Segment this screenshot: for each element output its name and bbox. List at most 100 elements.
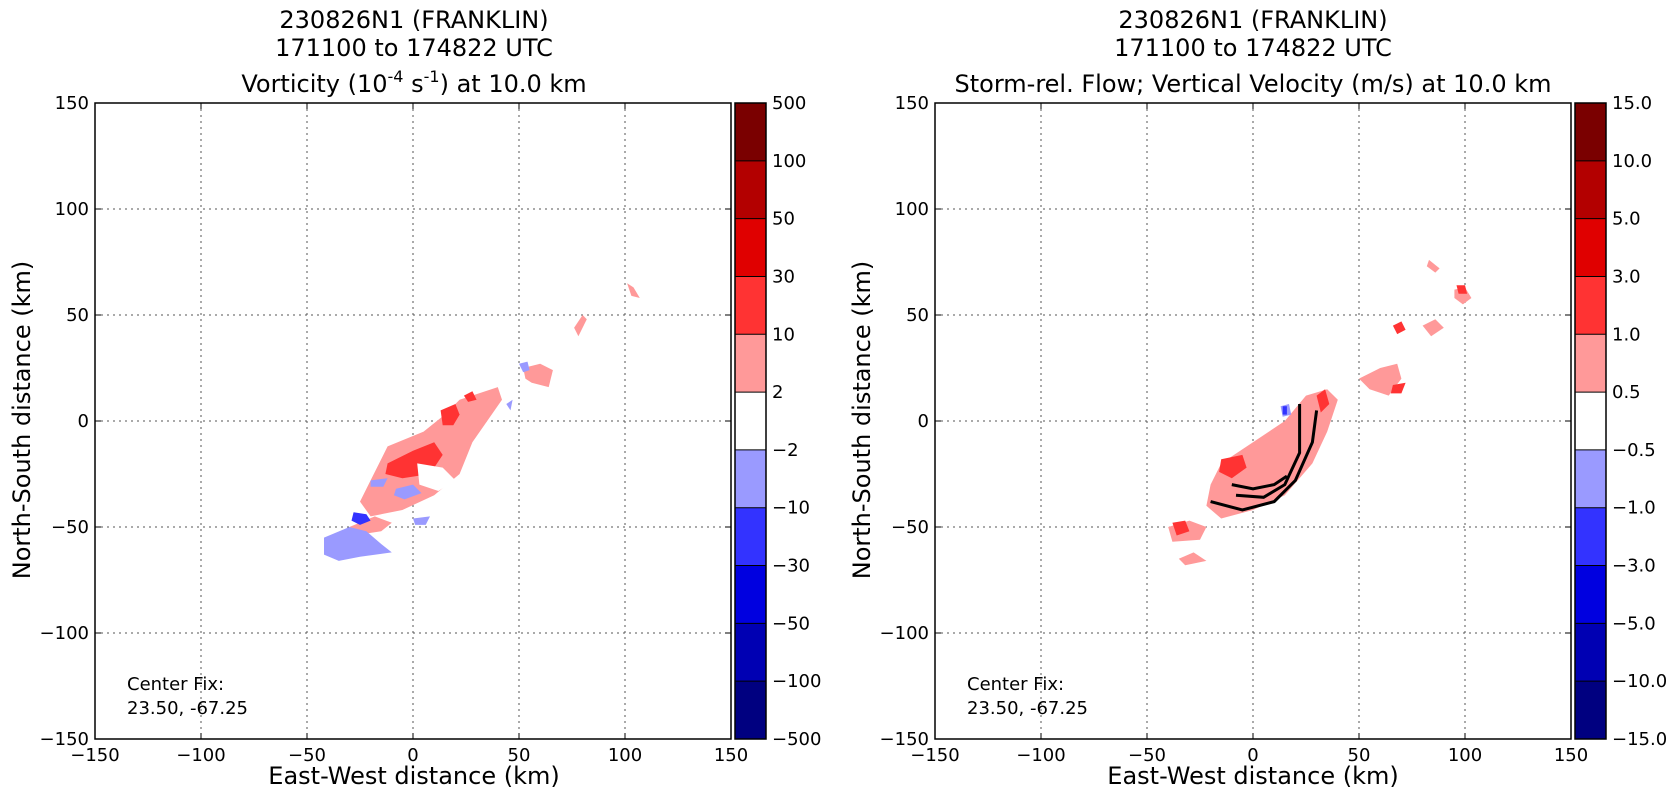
vorticity-panel: 230826N1 (FRANKLIN) 171100 to 174822 UTC… bbox=[8, 6, 821, 790]
panel1-colorbar-swatch bbox=[735, 507, 766, 566]
panel1-contour-region bbox=[324, 527, 392, 561]
panel1-contour-region bbox=[463, 391, 477, 402]
panel1-x-tick-label: 150 bbox=[714, 745, 748, 766]
panel1-x-tick-label: 50 bbox=[508, 745, 531, 766]
panel1-contour-region bbox=[523, 363, 553, 388]
panel2-x-tick-label: −100 bbox=[1016, 745, 1065, 766]
panel2-contour-region bbox=[1359, 363, 1402, 396]
panel2-colorbar-swatch bbox=[1575, 623, 1606, 682]
panel1-y-tick-label: 100 bbox=[55, 199, 89, 220]
panel2-colorbar-swatch bbox=[1575, 334, 1606, 393]
panel1-contour-region bbox=[627, 283, 640, 298]
panel2-x-tick-label: 150 bbox=[1554, 745, 1588, 766]
panel1-y-tick-label: 0 bbox=[78, 411, 89, 432]
panel1-colorbar-tick-label: 30 bbox=[772, 266, 795, 287]
panel2-colorbar-tick-label: −1.0 bbox=[1612, 498, 1656, 519]
panel2-colorbar-tick-label: 1.0 bbox=[1612, 324, 1641, 345]
panel2-colorbar-frame bbox=[1574, 102, 1607, 740]
panel1-colorbar-tick-label: −50 bbox=[772, 613, 810, 634]
panel2-contour-region bbox=[1426, 259, 1440, 273]
panel1-x-axis-label: East-West distance (km) bbox=[268, 762, 559, 790]
panel2-x-axis-label: East-West distance (km) bbox=[1107, 762, 1398, 790]
panel2-colorbar-tick-label: 5.0 bbox=[1612, 209, 1641, 230]
panel2-colorbar-swatch bbox=[1575, 507, 1606, 566]
panel2-colorbar-swatch bbox=[1575, 103, 1606, 161]
panel2-colorbar: 15.0 10.0 5.0 3.0 1.0 0.5 −0.5 −1.0 −3.0 −5.0 −10.… bbox=[1574, 93, 1667, 750]
panel1-colorbar-tick-label: 50 bbox=[772, 209, 795, 230]
panel2-x-tick-label: 0 bbox=[1247, 745, 1258, 766]
panel1-colorbar-swatch bbox=[735, 103, 766, 161]
panel2-colorbar-tick-label: −15.0 bbox=[1612, 729, 1667, 750]
panel1-x-tick-label: −50 bbox=[288, 745, 326, 766]
panel1-y-tick-label: −150 bbox=[40, 729, 89, 750]
panel1-colorbar-tick-label: 2 bbox=[772, 382, 783, 403]
panel2-colorbar-tick-label: 0.5 bbox=[1612, 382, 1641, 403]
panel1-colorbar-swatch bbox=[735, 681, 766, 739]
panel2-colorbar-swatch bbox=[1575, 392, 1606, 450]
panel1-x-tick-label: −100 bbox=[176, 745, 225, 766]
panel2-center-fix-value: 23.50, -67.25 bbox=[967, 698, 1088, 719]
panel2-y-tick-label: −50 bbox=[891, 517, 929, 538]
panel2-contour-region bbox=[1316, 389, 1330, 413]
panel1-x-tick-label: 100 bbox=[608, 745, 642, 766]
panel2-colorbar-swatch bbox=[1575, 449, 1606, 508]
panel1-center-fix-label: Center Fix: bbox=[127, 674, 224, 695]
panel1-y-tick-label: 50 bbox=[66, 305, 89, 326]
panel1-colorbar-tick-label: 500 bbox=[772, 93, 806, 114]
panel2-plot-area: −150 −100 −50 0 50 100 150 −150 −100 −50 0 50 100 150… bbox=[880, 93, 1589, 766]
panel1-center-fix-value: 23.50, -67.25 bbox=[127, 698, 248, 719]
panel1-colorbar-frame bbox=[734, 102, 767, 740]
panel1-y-tick-label: 150 bbox=[55, 93, 89, 114]
panel1-contour-region bbox=[351, 512, 371, 525]
panel1-y-tick-label: −50 bbox=[51, 517, 89, 538]
panel2-title-line3: Storm-rel. Flow; Vertical Velocity (m/s)… bbox=[955, 70, 1552, 98]
panel1-colorbar-tick-label: −30 bbox=[772, 556, 810, 577]
panel1-colorbar-swatch bbox=[735, 160, 766, 219]
panel2-colorbar-swatch bbox=[1575, 276, 1606, 335]
panel1-colorbar-tick-label: 10 bbox=[772, 324, 795, 345]
panel2-contour-region bbox=[1178, 552, 1207, 566]
panel2-y-tick-label: 100 bbox=[895, 199, 929, 220]
panel2-contour-region bbox=[1172, 520, 1190, 536]
panel1-contour-region bbox=[519, 361, 530, 373]
panel2-x-tick-label: 50 bbox=[1348, 745, 1371, 766]
panel2-colorbar-tick-label: −3.0 bbox=[1612, 556, 1656, 577]
panel1-title-line1: 230826N1 (FRANKLIN) bbox=[279, 6, 548, 34]
panel2-y-tick-label: 150 bbox=[895, 93, 929, 114]
panel1-contour-region bbox=[506, 399, 513, 411]
panel1-title-line2: 171100 to 174822 UTC bbox=[275, 34, 553, 62]
panel2-streamline bbox=[1210, 410, 1319, 512]
panel1-colorbar-tick-label: −100 bbox=[772, 671, 821, 692]
panel2-contour-region bbox=[1206, 389, 1338, 519]
panel2-y-tick-label: −150 bbox=[880, 729, 929, 750]
panel2-x-tick-label: −150 bbox=[910, 745, 959, 766]
panel2-title-line1: 230826N1 (FRANKLIN) bbox=[1118, 6, 1387, 34]
panel1-colorbar-swatch bbox=[735, 218, 766, 277]
panel1-colorbar-tick-label: −2 bbox=[772, 440, 799, 461]
panel2-colorbar-tick-label: 3.0 bbox=[1612, 266, 1641, 287]
panel1-colorbar-tick-label: −10 bbox=[772, 498, 810, 519]
panel1-contour-region bbox=[393, 484, 422, 500]
panel2-center-fix-label: Center Fix: bbox=[967, 674, 1064, 695]
panel2-streamline bbox=[1235, 404, 1302, 499]
panel1-title-line3: Vorticity (10-4 s-1) at 10.0 km bbox=[241, 67, 586, 98]
panel2-colorbar-swatch bbox=[1575, 565, 1606, 624]
panel1-contour-region bbox=[440, 404, 460, 426]
panel1-colorbar-tick-label: −500 bbox=[772, 729, 821, 750]
panel2-y-axis-label: North-South distance (km) bbox=[848, 261, 876, 580]
panel2-colorbar-tick-label: 15.0 bbox=[1612, 93, 1652, 114]
panel2-streamline bbox=[1231, 474, 1288, 491]
panel1-x-tick-label: −150 bbox=[70, 745, 119, 766]
panel1-colorbar-swatch bbox=[735, 565, 766, 624]
panel1-y-tick-label: −100 bbox=[40, 623, 89, 644]
panel1-colorbar-swatch bbox=[735, 334, 766, 393]
panel1-plot-area: −150 −100 −50 0 50 100 150 −150 −100 −50 0 50 100 150… bbox=[40, 93, 749, 766]
panel2-colorbar-tick-label: −0.5 bbox=[1612, 440, 1656, 461]
panel2-contour-region bbox=[1390, 382, 1406, 394]
panel2-title-line2: 171100 to 174822 UTC bbox=[1114, 34, 1392, 62]
panel1-colorbar-swatch bbox=[735, 392, 766, 450]
panel1-colorbar-swatch bbox=[735, 623, 766, 682]
panel2-contour-region bbox=[1219, 454, 1247, 479]
panel1-colorbar-swatch bbox=[735, 276, 766, 335]
